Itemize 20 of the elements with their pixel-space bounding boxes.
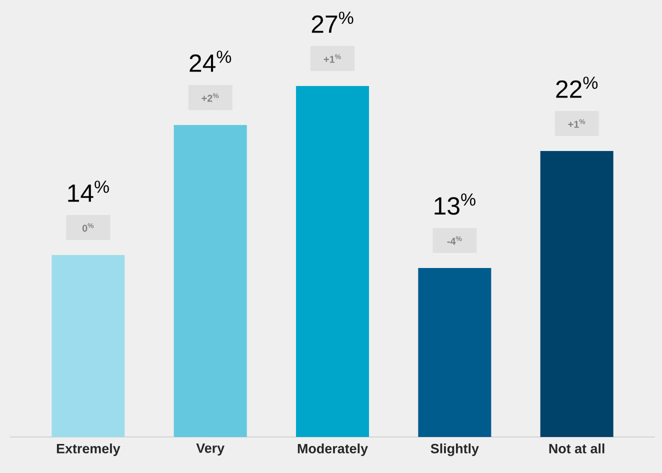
bar xyxy=(418,268,492,437)
bar xyxy=(296,86,370,437)
text: +1$^{%}$ xyxy=(324,54,341,63)
annotation: +2$^{%}$ xyxy=(202,93,219,102)
x-tick-label: Moderately xyxy=(298,444,368,456)
annotation: 0$^{%}$ xyxy=(82,223,94,232)
data-label: 13$^{%}$ xyxy=(434,193,476,215)
data-label: 14$^{%}$ xyxy=(68,180,109,202)
bar xyxy=(174,124,247,437)
bar xyxy=(52,254,125,437)
x-tick-label: Not at all xyxy=(549,444,604,454)
data-label: 27$^{%}$ xyxy=(312,12,354,33)
annotation: +1$^{%}$ xyxy=(568,119,586,128)
x-tick-label: Very xyxy=(196,444,224,456)
x-tick-label: Slightly xyxy=(430,444,479,456)
bar xyxy=(540,150,614,437)
data-label: 24$^{%}$ xyxy=(190,50,232,72)
x-tick-label: Extremely xyxy=(56,444,120,456)
annotation: -4$^{%}$ xyxy=(447,236,462,245)
data-label: 22$^{%}$ xyxy=(556,76,598,98)
